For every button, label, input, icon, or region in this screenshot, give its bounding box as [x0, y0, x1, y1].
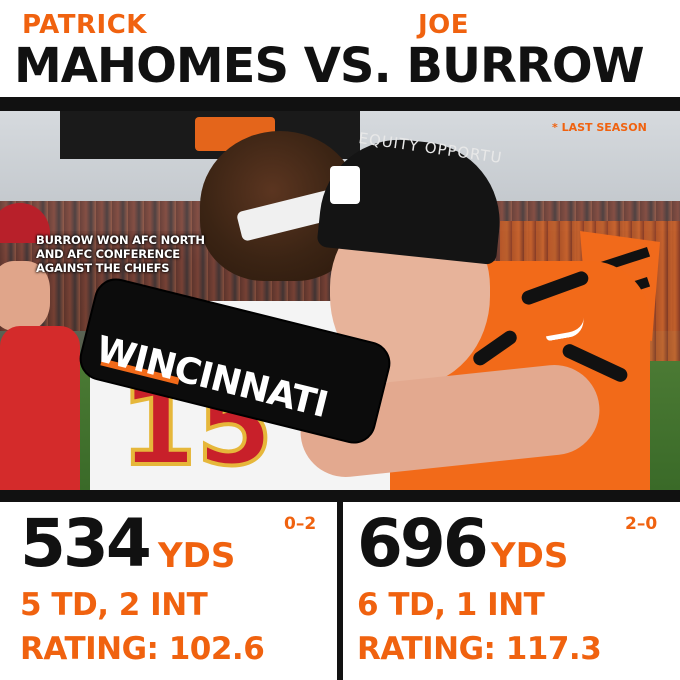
coach-jacket	[0, 326, 80, 490]
stats-divider	[337, 502, 343, 680]
td-int-line: 5 TD, 2 INT	[20, 587, 208, 623]
stats-section: 534 YDS 0–2 5 TD, 2 INT RATING: 102.6 69…	[0, 502, 680, 680]
yards-unit: YDS	[158, 536, 236, 576]
burrow-stats: 696 YDS 2–0 6 TD, 1 INT RATING: 117.3	[343, 502, 680, 680]
passing-yards: 534	[20, 505, 152, 582]
passer-rating: RATING: 117.3	[357, 631, 602, 667]
head-to-head-record: 0–2	[284, 514, 317, 534]
passer-rating: RATING: 102.6	[20, 631, 265, 667]
hug-photo: 15 EQUITY OPPORTU WINCINNATI * LAST SEAS…	[0, 111, 680, 490]
bengals-logo-icon	[330, 166, 360, 204]
right-first-name: JOE	[418, 10, 470, 40]
mahomes-stats: 534 YDS 0–2 5 TD, 2 INT RATING: 102.6	[0, 502, 337, 680]
passing-yards: 696	[357, 505, 489, 582]
bottom-divider	[0, 490, 680, 502]
td-int-line: 6 TD, 1 INT	[357, 587, 545, 623]
coach-head	[0, 261, 50, 331]
top-divider	[0, 97, 680, 111]
last-season-note: * LAST SEASON	[552, 121, 647, 134]
photo-caption: BURROW WON AFC NORTH AND AFC CONFERENCE …	[36, 233, 205, 275]
header: PATRICK JOE MAHOMES VS. BURROW	[0, 0, 680, 100]
matchup-title: MAHOMES VS. BURROW	[14, 38, 645, 94]
yards-unit: YDS	[491, 536, 569, 576]
left-first-name: PATRICK	[22, 10, 147, 40]
head-to-head-record: 2–0	[625, 514, 658, 534]
